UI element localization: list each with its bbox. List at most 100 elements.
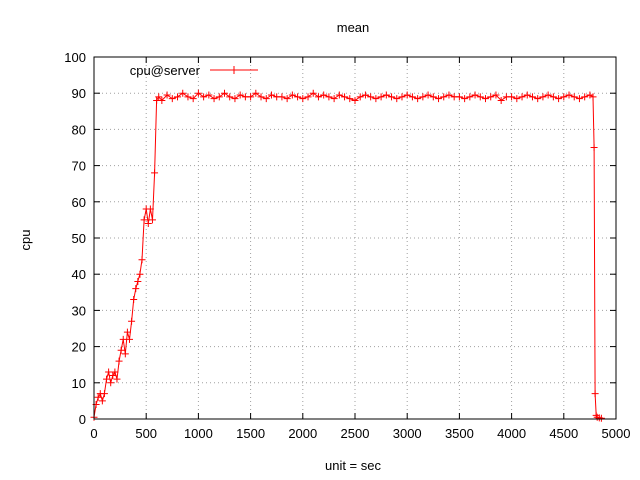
data-point	[117, 346, 125, 354]
data-point	[471, 91, 479, 99]
data-point	[100, 390, 108, 398]
data-point	[570, 93, 578, 101]
data-point	[200, 93, 208, 101]
legend: cpu@server	[130, 63, 258, 78]
chart-title: mean	[337, 20, 370, 35]
data-point	[221, 89, 228, 97]
data-point	[591, 390, 599, 398]
data-point	[236, 91, 244, 99]
x-tick-label: 500	[135, 426, 157, 441]
data-point	[123, 328, 131, 336]
data-point	[247, 93, 255, 101]
data-point	[419, 93, 427, 101]
data-point	[134, 277, 142, 285]
data-point	[513, 95, 521, 103]
data-point	[356, 93, 364, 101]
data-point	[174, 93, 182, 101]
plot-frame	[93, 56, 617, 420]
data-point	[351, 96, 359, 104]
data-point	[403, 91, 411, 99]
data-point	[581, 93, 589, 101]
x-tick-label: 1500	[236, 426, 265, 441]
data-point	[539, 93, 547, 101]
data-point	[94, 393, 102, 401]
data-point	[299, 95, 307, 103]
x-tick-label: 3500	[445, 426, 474, 441]
data-point	[424, 91, 432, 99]
y-tick-label: 70	[72, 159, 86, 174]
data-point	[314, 93, 322, 101]
y-tick-label: 30	[72, 303, 86, 318]
y-tick-label: 90	[72, 86, 86, 101]
data-point	[372, 95, 380, 103]
data-point	[320, 91, 328, 99]
data-point	[466, 93, 474, 101]
data-point	[283, 95, 291, 103]
data-point	[148, 216, 156, 224]
data-point	[111, 368, 119, 376]
y-tick-label: 0	[79, 412, 86, 427]
data-point	[377, 93, 385, 101]
y-tick-label: 50	[72, 231, 86, 246]
data-point	[408, 93, 416, 101]
data-point	[544, 91, 552, 99]
data-point	[341, 93, 349, 101]
data-point	[555, 95, 563, 103]
data-point	[288, 91, 296, 99]
data-point	[119, 335, 127, 343]
grid-lines	[94, 57, 616, 419]
data-point	[109, 372, 117, 380]
data-point	[534, 95, 542, 103]
legend-marker	[230, 66, 238, 74]
x-tick-label: 5000	[602, 426, 631, 441]
data-point	[113, 375, 121, 383]
data-point	[262, 95, 270, 103]
data-point	[393, 95, 401, 103]
data-point	[163, 91, 171, 99]
data-point	[330, 95, 338, 103]
x-tick-label: 4000	[497, 426, 526, 441]
data-point	[528, 93, 536, 101]
data-point	[267, 91, 275, 99]
data-point	[518, 93, 526, 101]
data-point	[361, 91, 369, 99]
data-point	[115, 357, 123, 365]
x-tick-label: 2500	[341, 426, 370, 441]
y-axis-label: cpu	[18, 230, 33, 251]
data-point	[215, 93, 223, 101]
data-point	[461, 95, 469, 103]
data-point	[304, 93, 312, 101]
data-point	[144, 220, 152, 228]
data-point	[158, 96, 166, 104]
data-point	[589, 93, 597, 101]
x-tick-label: 3000	[393, 426, 422, 441]
y-tick-label: 80	[72, 122, 86, 137]
data-point	[105, 368, 113, 376]
data-point	[136, 270, 144, 278]
data-point	[205, 91, 213, 99]
data-point	[492, 91, 500, 99]
data-point	[523, 91, 531, 99]
data-point	[549, 93, 557, 101]
data-point	[445, 91, 453, 99]
x-tick-label: 2000	[288, 426, 317, 441]
data-point	[429, 93, 437, 101]
data-point	[210, 95, 218, 103]
series-layer	[90, 89, 605, 422]
y-tick-label: 100	[64, 50, 86, 65]
data-point	[130, 296, 138, 304]
data-point	[575, 95, 583, 103]
data-point	[168, 95, 176, 103]
data-point	[140, 216, 148, 224]
data-point	[590, 144, 598, 151]
data-point	[398, 93, 406, 101]
x-axis-label: unit = sec	[325, 458, 382, 473]
data-point	[597, 414, 605, 422]
data-point	[508, 93, 516, 101]
data-point	[231, 95, 239, 103]
data-point	[128, 317, 136, 325]
data-point	[138, 256, 146, 264]
data-point	[435, 95, 443, 103]
